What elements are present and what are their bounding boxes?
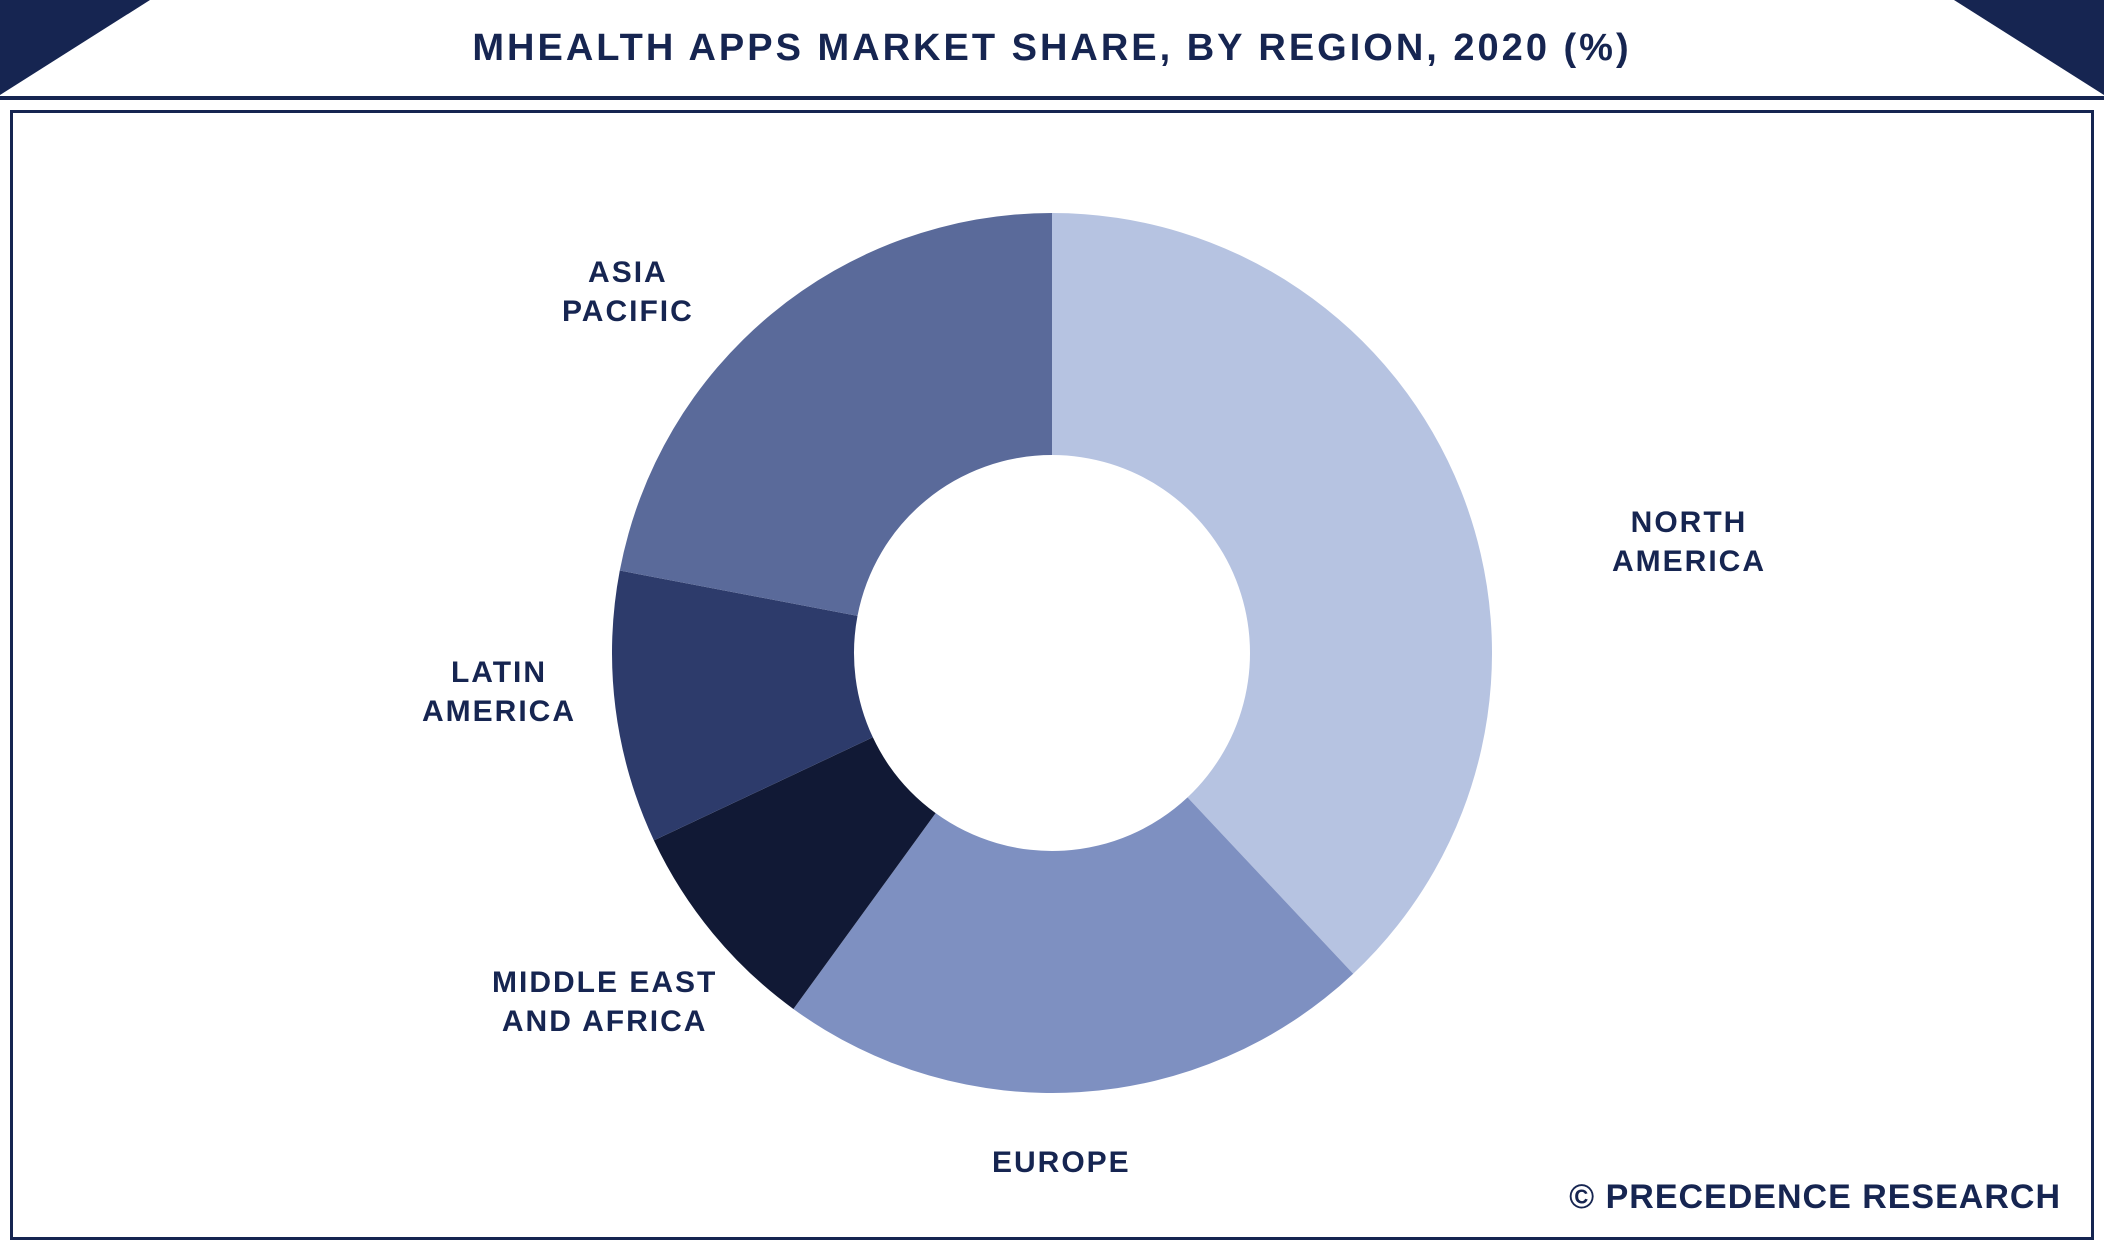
slice-label: EUROPE [992, 1143, 1131, 1182]
slice-label: NORTH AMERICA [1612, 503, 1766, 581]
chart-frame: NORTH AMERICA EUROPE MIDDLE EAST AND AFRIC… [10, 110, 2094, 1240]
corner-decoration-right [1954, 0, 2104, 95]
chart-title: MHEALTH APPS MARKET SHARE, BY REGION, 20… [472, 27, 1631, 70]
corner-decoration-left [0, 0, 150, 95]
slice-label: ASIA PACIFIC [562, 253, 694, 331]
donut-chart: NORTH AMERICAEUROPEMIDDLE EAST AND AFRIC… [612, 213, 1492, 1093]
title-bar: MHEALTH APPS MARKET SHARE, BY REGION, 20… [0, 0, 2104, 100]
slice-label: MIDDLE EAST AND AFRICA [492, 963, 717, 1041]
credit-text: © PRECEDENCE RESEARCH [1569, 1178, 2061, 1217]
slice-label: LATIN AMERICA [422, 653, 576, 731]
